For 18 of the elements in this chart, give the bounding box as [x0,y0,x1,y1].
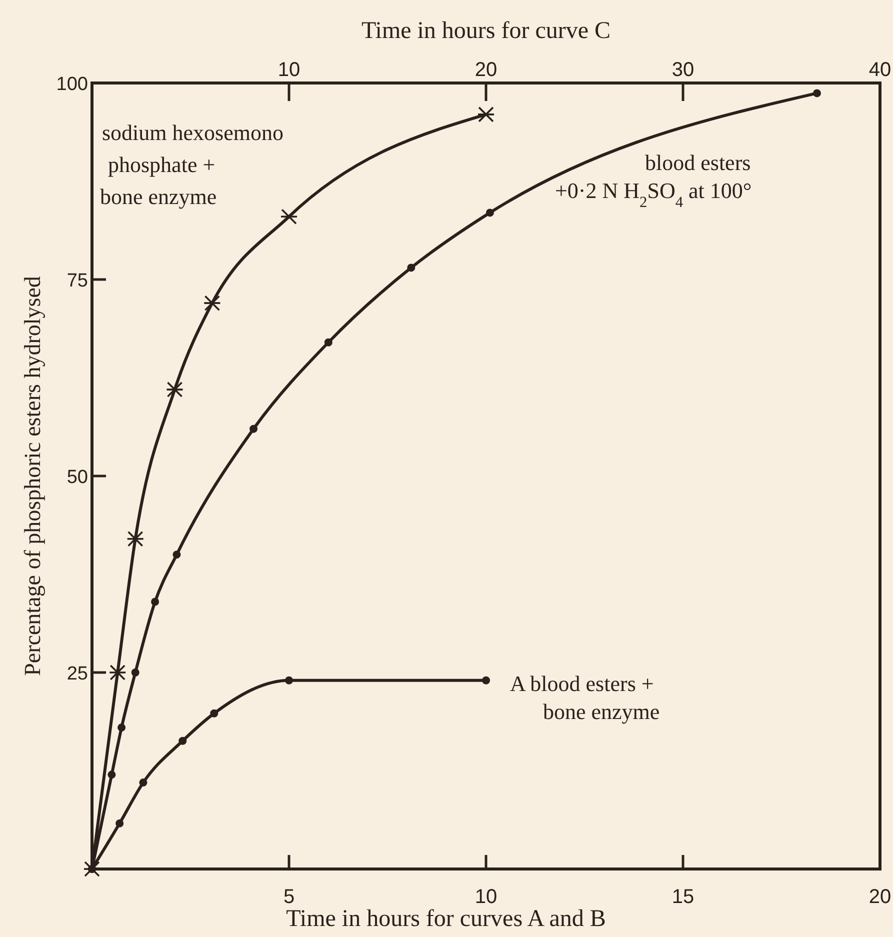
x2-axis-title: Time in hours for curve C [361,18,611,44]
y-axis-title: Percentage of phosphoric esters hydrolysed [20,276,45,676]
y-tick-label: 25 [66,664,88,684]
x-tick-label: 20 [868,886,892,908]
x2-tick-label: 30 [672,59,694,81]
x-tick-label: 5 [283,886,295,908]
x-axis-title: Time in hours for curves A and B [286,906,606,932]
y-tick-label: 75 [66,270,88,292]
annotation: blood esters +0·2 N H$_{2}$SO$_{4}$ at 100° [555,150,752,210]
annotation: A blood esters + bone enzyme [510,671,660,724]
y-tick-label: 100 [56,74,88,95]
x-tick-label: 10 [474,886,498,908]
annotation: sodium hexosemono phosphate + bone enzyme [100,120,284,209]
x2-tick-label: 20 [474,59,498,81]
x2-tick-label: 10 [278,59,300,81]
x2-tick-label: 40 [868,59,892,81]
x-tick-label: 15 [672,886,694,908]
y-tick-label: 50 [66,467,88,488]
